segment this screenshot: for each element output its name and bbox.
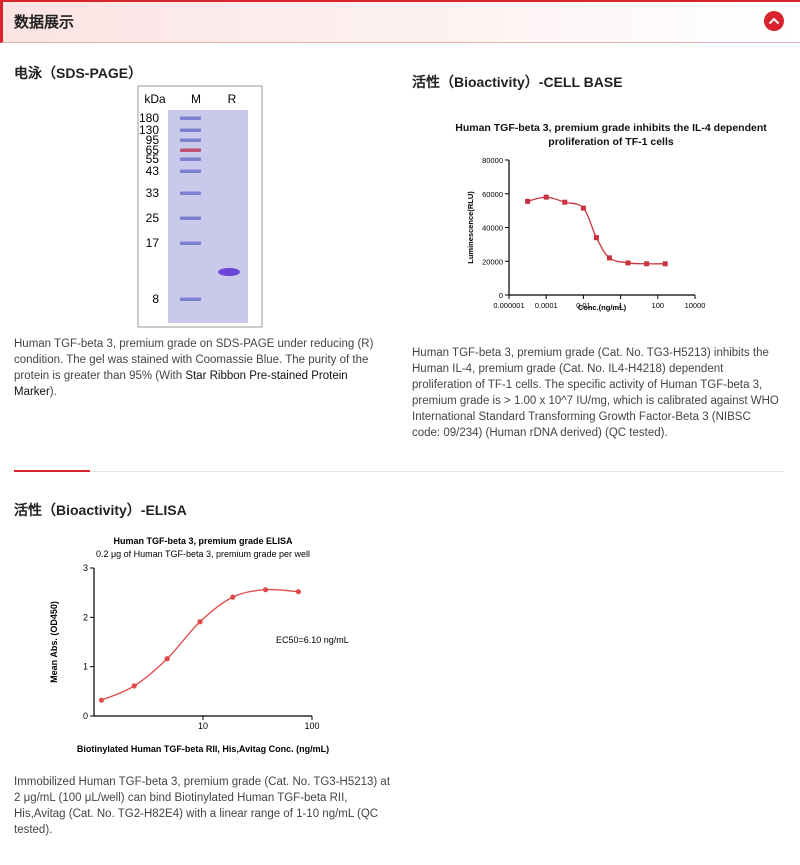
chart-title: Human TGF-beta 3, premium grade ELISA bbox=[113, 536, 293, 546]
divider-accent bbox=[14, 470, 90, 472]
y-tick-label: 3 bbox=[83, 563, 88, 573]
point bbox=[262, 587, 269, 593]
x-tick-label: 0.0001 bbox=[535, 301, 558, 310]
chart-subtitle: 0.2 μg of Human TGF-beta 3, premium grad… bbox=[96, 549, 310, 559]
y-tick-label: 20000 bbox=[482, 257, 503, 266]
marker-label: 130 bbox=[139, 123, 159, 137]
marker-band bbox=[180, 216, 201, 220]
x-tick-label: 100 bbox=[304, 721, 319, 731]
marker-band bbox=[180, 116, 201, 120]
point bbox=[543, 194, 549, 200]
marker-band bbox=[180, 138, 201, 142]
chart-title: Human TGF-beta 3, premium grade inhibits… bbox=[455, 122, 767, 148]
divider bbox=[14, 471, 784, 472]
description: Human TGF-beta 3, premium grade (Cat. No… bbox=[412, 347, 779, 439]
point bbox=[197, 619, 203, 625]
lane-label: R bbox=[228, 92, 237, 106]
point bbox=[606, 255, 612, 261]
marker-band bbox=[180, 191, 201, 195]
marker-band bbox=[180, 128, 201, 132]
x-axis-title: Biotinylated Human TGF-beta RII, His,Avi… bbox=[77, 744, 329, 754]
lane-label: M bbox=[191, 92, 201, 106]
y-tick-label: 0 bbox=[499, 291, 503, 300]
marker-band bbox=[180, 148, 201, 152]
marker-label: 65 bbox=[146, 143, 160, 157]
section-title: 活性（Bioactivity）-CELL BASE bbox=[412, 74, 623, 90]
point bbox=[562, 199, 568, 205]
marker-label: 43 bbox=[146, 164, 160, 178]
marker-label: 33 bbox=[146, 186, 160, 200]
section-title: 活性（Bioactivity）-ELISA bbox=[14, 502, 187, 518]
sample-band bbox=[218, 268, 240, 276]
marker-band bbox=[180, 169, 201, 173]
point bbox=[295, 589, 301, 595]
y-tick-label: 80000 bbox=[482, 156, 503, 165]
gel bbox=[168, 110, 248, 323]
x-tick-label: 10 bbox=[198, 721, 208, 731]
description: Human TGF-beta 3, premium grade on SDS-P… bbox=[14, 336, 374, 400]
x-tick-label: 0.01 bbox=[576, 301, 591, 310]
marker-label: 25 bbox=[146, 211, 160, 225]
collapse-button[interactable] bbox=[763, 10, 785, 32]
x-tick-label: 10000 bbox=[685, 301, 706, 310]
point bbox=[644, 261, 650, 267]
point bbox=[625, 260, 631, 266]
marker-band bbox=[180, 241, 201, 245]
point bbox=[593, 235, 599, 241]
y-tick-label: 40000 bbox=[482, 224, 503, 233]
marker-label: 95 bbox=[146, 133, 160, 147]
marker-label: 17 bbox=[146, 236, 160, 250]
point bbox=[164, 656, 170, 662]
point bbox=[580, 205, 586, 211]
text: ). bbox=[49, 386, 57, 398]
x-tick-label: 0.000001 bbox=[493, 301, 524, 310]
marker-label: 180 bbox=[139, 111, 159, 125]
marker-label: 55 bbox=[146, 152, 160, 166]
header-title: 数据展示 bbox=[14, 14, 75, 31]
gel-unit: kDa bbox=[144, 92, 166, 106]
y-tick-label: 1 bbox=[83, 662, 88, 672]
annotation: EC50=6.10 ng/mL bbox=[276, 635, 349, 645]
x-tick-label: 100 bbox=[652, 301, 665, 310]
y-axis-title: Mean Abs. (OD450) bbox=[49, 601, 59, 683]
curve bbox=[527, 196, 666, 265]
curve bbox=[101, 588, 299, 701]
header-bar bbox=[0, 0, 800, 43]
point bbox=[131, 683, 137, 689]
x-tick-label: 1 bbox=[619, 301, 623, 310]
y-tick-label: 60000 bbox=[482, 190, 503, 199]
marker-label: 8 bbox=[152, 292, 159, 306]
y-axis-title: Luminescence(RLU) bbox=[466, 191, 475, 264]
y-tick-label: 0 bbox=[83, 711, 88, 721]
text: Human TGF-beta 3, premium grade on SDS-P… bbox=[14, 338, 374, 382]
point bbox=[230, 594, 236, 600]
point bbox=[662, 261, 668, 267]
description: Immobilized Human TGF-beta 3, premium gr… bbox=[14, 776, 391, 836]
marker-band bbox=[180, 297, 201, 301]
point bbox=[98, 697, 105, 703]
marker-band bbox=[180, 157, 201, 161]
point bbox=[525, 198, 531, 204]
section-title: 电泳（SDS-PAGE） bbox=[14, 65, 143, 81]
y-tick-label: 2 bbox=[83, 612, 88, 622]
link[interactable]: Star Ribbon Pre-stained Protein Marker bbox=[14, 370, 348, 398]
x-axis-title: Conc.(ng/mL) bbox=[578, 303, 627, 312]
